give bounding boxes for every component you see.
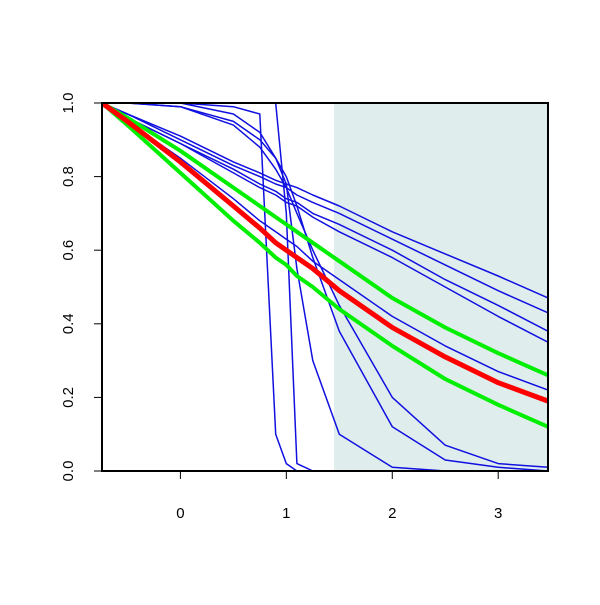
series-line <box>102 103 548 404</box>
x-tick-label: 2 <box>388 505 396 522</box>
shaded-region <box>334 103 548 471</box>
series-line <box>102 103 548 469</box>
x-tick-label: 3 <box>494 505 502 522</box>
x-tick-label: 1 <box>282 505 290 522</box>
series-line <box>102 103 548 378</box>
x-tick-label: 0 <box>176 505 184 522</box>
series-line <box>102 103 548 343</box>
y-tick-label: 0.0 <box>60 461 77 482</box>
series-line <box>102 103 548 299</box>
series-line <box>102 103 548 471</box>
y-tick-label: 0.6 <box>60 240 77 261</box>
plot-box <box>101 102 549 472</box>
y-tick-label: 0.8 <box>60 166 77 187</box>
y-tick-label: 1.0 <box>60 93 77 114</box>
series-line <box>102 103 548 429</box>
y-tick-label: 0.4 <box>60 313 77 334</box>
series-line <box>102 103 548 391</box>
y-tick-label: 0.2 <box>60 387 77 408</box>
